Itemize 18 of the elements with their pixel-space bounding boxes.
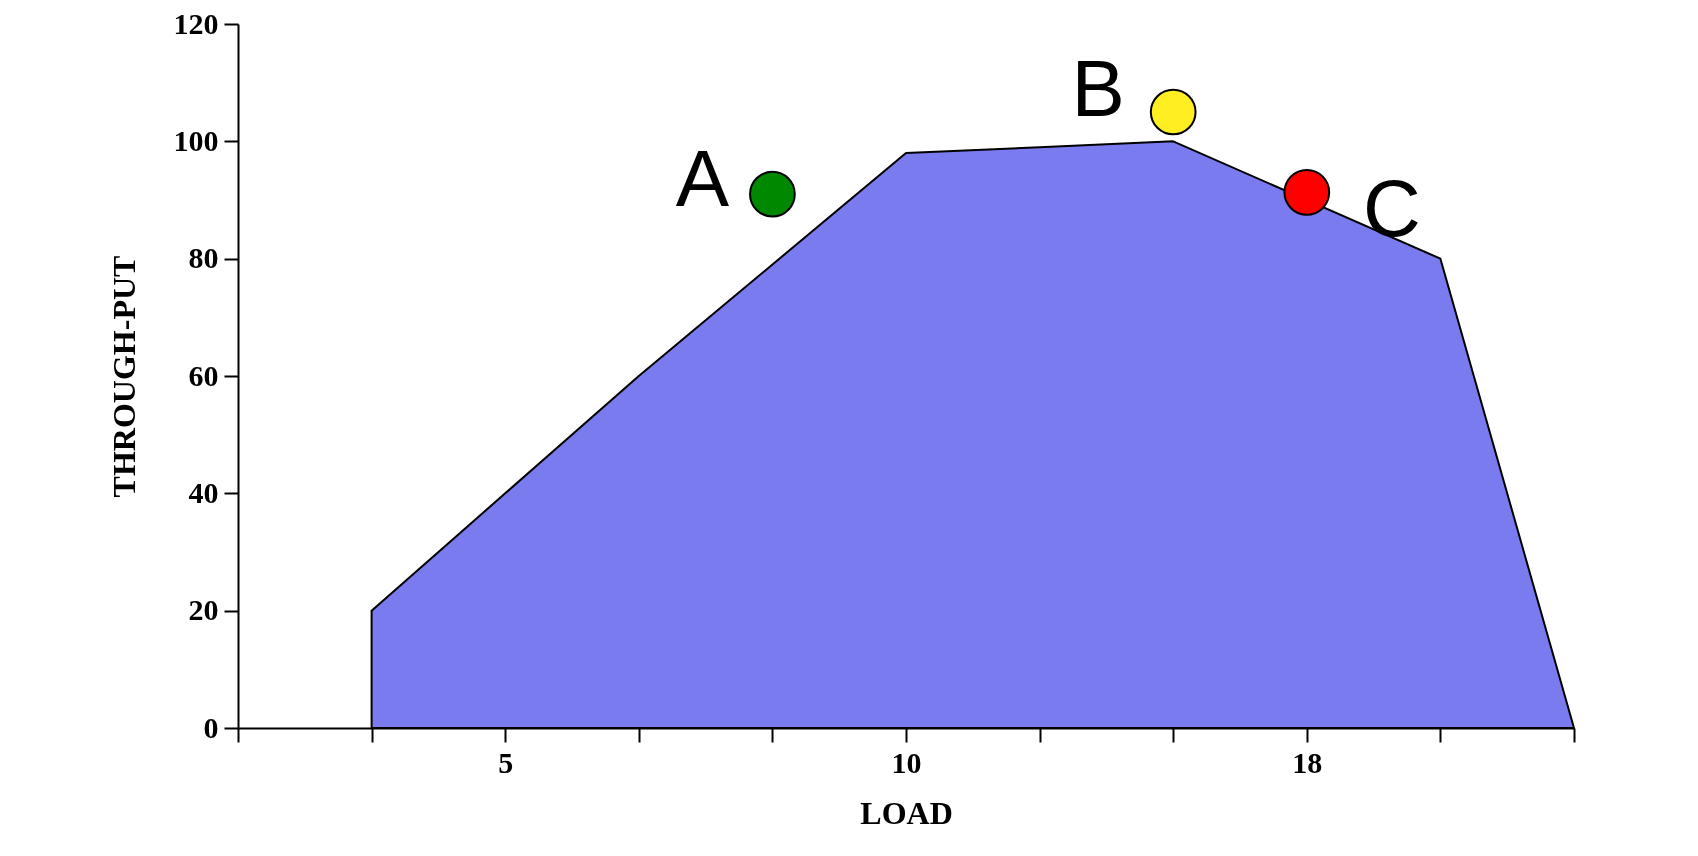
point [1149,88,1197,136]
annotation: B [1071,44,1125,133]
x-tick-label: 5 [498,745,514,779]
x-tick-label: 10 [891,745,922,779]
y-tick-label: 0 [203,710,219,744]
x-tick-label: 18 [1292,745,1323,779]
y-tick-label: 60 [188,358,219,392]
x-axis-title: LOAD [860,794,953,831]
y-tick-label: 20 [188,593,219,627]
point [749,170,796,218]
annotation: A [675,134,730,224]
y-tick-label: 80 [188,241,219,275]
y-axis-title: THROUGH-PUT [105,255,142,498]
point [1283,169,1331,216]
y-tick-label: 100 [173,123,219,157]
y-tick-label: 40 [188,475,219,509]
y-tick-label: 120 [173,6,219,40]
annotation: C [1362,164,1421,254]
